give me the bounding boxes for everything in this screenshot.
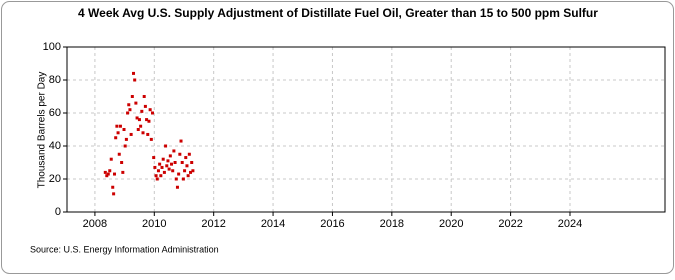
point — [183, 169, 187, 173]
point — [121, 170, 125, 174]
point — [172, 149, 176, 153]
point — [108, 169, 112, 173]
x-tick-label: 2022 — [498, 218, 522, 230]
point — [154, 174, 158, 178]
point — [146, 132, 150, 136]
point — [109, 157, 113, 161]
point — [166, 159, 170, 163]
point — [159, 174, 163, 178]
point — [147, 119, 151, 123]
point — [173, 161, 177, 164]
point — [135, 116, 139, 120]
point — [103, 170, 107, 174]
chart-title: 4 Week Avg U.S. Supply Adjustment of Dis… — [78, 6, 598, 20]
point — [156, 169, 160, 173]
y-tick-label: 80 — [49, 74, 61, 86]
point — [170, 162, 174, 166]
point — [178, 152, 182, 156]
point — [168, 154, 172, 158]
point — [113, 172, 117, 176]
y-tick-label: 0 — [55, 206, 61, 218]
y-tick-label: 40 — [49, 140, 61, 152]
point — [134, 101, 138, 105]
point — [177, 172, 181, 176]
y-tick-label: 20 — [49, 173, 61, 185]
point — [191, 169, 195, 173]
point — [127, 103, 131, 107]
point — [139, 124, 143, 128]
point — [186, 174, 190, 178]
point — [180, 161, 184, 164]
point — [161, 157, 165, 161]
point — [124, 137, 128, 141]
point — [152, 156, 156, 160]
point — [112, 192, 116, 196]
point — [171, 169, 175, 173]
point — [115, 124, 119, 128]
y-axis-label: Thousand Barrels per Day — [37, 72, 48, 189]
point — [158, 162, 162, 166]
point — [128, 108, 132, 112]
point — [174, 177, 178, 181]
point — [190, 161, 194, 164]
point — [126, 111, 130, 115]
point — [162, 170, 166, 174]
point — [130, 95, 134, 98]
point — [165, 164, 169, 168]
point — [187, 152, 191, 156]
point — [140, 109, 144, 113]
point — [184, 156, 188, 160]
x-tick-label: 2020 — [439, 218, 463, 230]
x-tick-label: 2014 — [261, 218, 285, 230]
x-tick-label: 2010 — [142, 218, 166, 230]
y-tick-label: 100 — [43, 41, 61, 53]
point — [153, 165, 157, 169]
x-tick-label: 2012 — [201, 218, 225, 230]
point — [105, 174, 109, 178]
point — [111, 185, 115, 189]
point — [142, 95, 146, 98]
point — [118, 124, 122, 128]
point — [155, 177, 159, 181]
point — [181, 177, 185, 181]
point — [149, 137, 153, 141]
point — [148, 108, 152, 112]
point — [116, 131, 120, 135]
point — [175, 185, 179, 189]
point — [137, 118, 141, 122]
point — [106, 172, 110, 176]
point — [189, 170, 193, 174]
point — [145, 118, 149, 122]
point — [143, 104, 147, 108]
point — [132, 71, 136, 75]
y-tick-label: 60 — [49, 107, 61, 119]
point — [141, 131, 145, 135]
x-tick-label: 2016 — [320, 218, 344, 230]
x-tick-label: 2018 — [380, 218, 404, 230]
x-tick-label: 2008 — [83, 218, 107, 230]
point — [179, 139, 183, 143]
x-tick-label: 2024 — [558, 218, 582, 230]
point — [114, 136, 118, 140]
frame — [1, 1, 674, 274]
point — [133, 78, 137, 82]
point — [129, 132, 133, 136]
point — [151, 111, 155, 115]
point — [185, 164, 189, 168]
point — [120, 161, 124, 164]
point — [167, 167, 171, 171]
point — [117, 152, 121, 156]
point — [123, 144, 127, 148]
plot-border — [66, 46, 666, 213]
point — [160, 165, 164, 169]
point — [164, 144, 168, 148]
source: Source: U.S. Energy Information Administ… — [30, 244, 219, 254]
point — [122, 128, 126, 131]
point — [136, 128, 140, 131]
